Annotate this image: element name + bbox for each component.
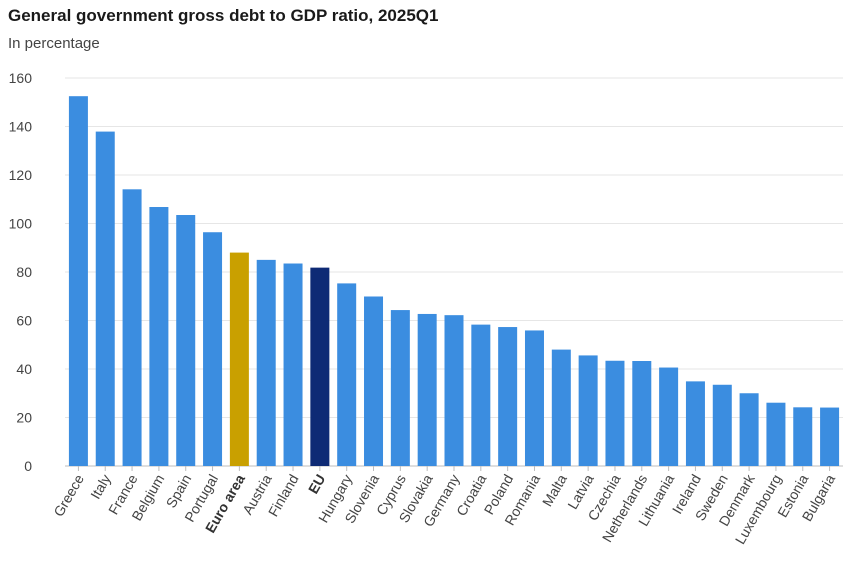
bar-croatia <box>471 324 491 466</box>
bar-lithuania <box>659 367 679 466</box>
bars <box>68 96 840 466</box>
bar-hungary <box>337 283 357 466</box>
bar-belgium <box>149 207 169 466</box>
bar-latvia <box>578 355 598 466</box>
x-tick-label: Italy <box>87 472 114 502</box>
bar-netherlands <box>632 360 652 466</box>
y-axis: 0 20 40 60 80 100 120 140 160 <box>9 70 33 474</box>
bar-france <box>122 189 142 466</box>
bar-germany <box>444 315 464 466</box>
bar-italy <box>95 131 115 466</box>
bar-luxembourg <box>766 402 786 466</box>
bar-denmark <box>739 393 759 466</box>
bar-austria <box>256 259 276 466</box>
y-tick-label: 140 <box>9 119 33 135</box>
bar-poland <box>498 327 518 466</box>
bar-slovakia <box>417 313 437 466</box>
bar-malta <box>551 349 571 466</box>
chart-subtitle: In percentage <box>8 35 100 52</box>
bar-finland <box>283 263 303 466</box>
y-tick-label: 0 <box>24 458 32 474</box>
bar-bulgaria <box>820 407 840 466</box>
y-tick-label: 60 <box>16 313 32 329</box>
bar-estonia <box>793 407 813 466</box>
bar-cyprus <box>390 310 410 466</box>
bar-spain <box>176 215 196 466</box>
bar-slovenia <box>364 296 384 466</box>
y-tick-label: 80 <box>16 264 32 280</box>
bar-czechia <box>605 360 625 466</box>
x-axis: Greece ItalyFranceBelgiumSpainPortugalEur… <box>50 466 838 547</box>
bar-greece <box>68 96 88 466</box>
y-tick-label: 100 <box>9 216 33 232</box>
y-tick-label: 20 <box>16 410 32 426</box>
bar-eu <box>310 267 330 466</box>
y-tick-label: 40 <box>16 361 32 377</box>
x-tick-label: Greece <box>50 471 87 519</box>
bar-sweden <box>712 384 732 466</box>
bar-ireland <box>685 381 705 466</box>
y-tick-label: 120 <box>9 167 33 183</box>
bar-euro-area <box>229 252 249 466</box>
bar-romania <box>524 330 544 466</box>
bar-portugal <box>203 232 223 466</box>
y-tick-label: 160 <box>9 70 33 86</box>
x-tick-label: EU <box>305 472 329 497</box>
chart-title: General government gross debt to GDP rat… <box>8 6 439 25</box>
